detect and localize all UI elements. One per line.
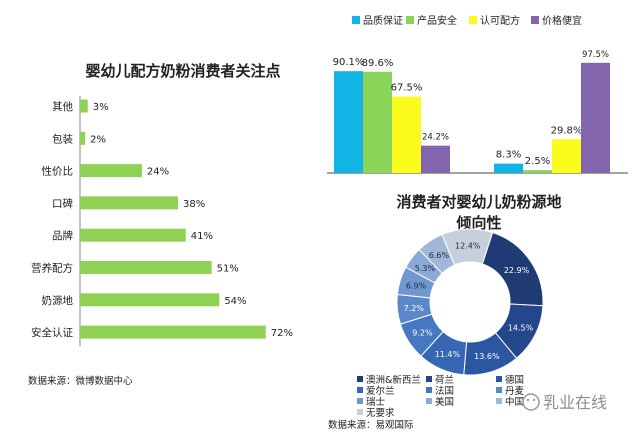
left-category-label: 口碑 (52, 197, 73, 210)
donut-title-line-2: 倾向性 (455, 214, 501, 232)
legend-swatch (406, 16, 414, 24)
donut-legend-swatch (496, 376, 502, 382)
left-value-label: 3% (93, 102, 109, 113)
left-value-label: 2% (90, 134, 106, 145)
donut-legend-label: 荷兰 (435, 374, 454, 386)
donut-slice (441, 228, 494, 266)
donut-legend-swatch (357, 376, 363, 382)
left-category-label: 奶源地 (42, 294, 74, 307)
donut-legend-label: 瑞士 (366, 396, 386, 408)
left-value-label: 72% (271, 328, 293, 339)
donut-legend-swatch (357, 398, 363, 404)
donut-legend-label: 法国 (435, 385, 454, 397)
donut-legend-label: 丹麦 (505, 385, 525, 397)
legend-label: 品质保证 (363, 14, 403, 27)
grouped-bar (421, 145, 450, 173)
donut-title-line-1: 消费者对婴幼儿奶粉源地 (396, 193, 561, 211)
grouped-chart-bars: 90.1% 8.3% 89.6% 2.5% 67.5% 29.8% 24.2% 97.5% (333, 50, 610, 174)
donut-legend-label: 无要求 (366, 407, 395, 419)
left-value-label: 24% (147, 167, 169, 178)
left-category-label: 其他 (52, 100, 73, 113)
donut-slice-label: 12.4% (455, 242, 481, 251)
wechat-icon-eye-left (526, 398, 530, 402)
grouped-bar-label: 2.5% (525, 156, 550, 167)
left-value-label: 41% (191, 231, 213, 242)
grouped-bar (494, 163, 523, 173)
left-value-label: 54% (224, 296, 246, 307)
donut-slice-label: 6.9% (406, 281, 427, 290)
donut-legend-swatch (426, 376, 432, 382)
donut-slice-label: 6.6% (429, 251, 450, 260)
grouped-bar-label: 24.2% (422, 133, 449, 143)
donut-legend-swatch (426, 398, 432, 404)
donut-chart: 22.9% 14.5% 13.6% 11.4% 9.2% 7.2% 6.9% 5.3% 6.6%… (396, 228, 544, 376)
donut-slice-label: 5.3% (415, 264, 436, 273)
grouped-bar (581, 62, 610, 174)
left-chart-title: 婴幼儿配方奶粉消费者关注点 (85, 62, 280, 80)
donut-legend-label: 澳洲&新西兰 (366, 374, 421, 386)
left-bar (80, 196, 179, 210)
donut-legend-swatch (357, 387, 363, 393)
donut-slice-label: 14.5% (508, 323, 534, 332)
donut-legend-swatch (357, 409, 363, 415)
donut-source: 数据来源：易观国际 (328, 419, 414, 431)
grouped-bar-label: 89.6% (362, 58, 394, 69)
left-bar (80, 228, 186, 242)
donut-slice-label: 13.6% (474, 352, 500, 361)
legend-label: 认可配方 (480, 14, 520, 27)
grouped-bar-label: 8.3% (496, 150, 521, 161)
left-bar (80, 293, 220, 307)
left-bar (80, 131, 86, 145)
donut-legend-label: 中国 (505, 396, 524, 408)
watermark: 乳业在线 (522, 393, 607, 412)
grouped-bar-label: 97.5% (582, 50, 609, 60)
wechat-icon-eye-right (532, 398, 536, 402)
donut-slice-label: 9.2% (412, 329, 433, 338)
grouped-bar (334, 71, 363, 173)
left-bar (80, 99, 88, 113)
left-category-label: 品牌 (52, 229, 73, 242)
donut-legend-label: 爱尔兰 (366, 385, 395, 397)
donut-legend-label: 德国 (505, 374, 524, 386)
left-value-label: 51% (217, 264, 239, 275)
donut-legend-swatch (496, 387, 502, 393)
grouped-bar (523, 170, 552, 173)
legend-swatch (469, 16, 477, 24)
legend-label: 价格便宜 (542, 14, 582, 27)
donut-slice-label: 7.2% (404, 304, 425, 313)
grouped-bar-label: 67.5% (391, 83, 423, 94)
legend-swatch (352, 16, 360, 24)
donut-slice-label: 11.4% (435, 350, 461, 359)
left-chart-source: 数据来源：微博数据中心 (28, 375, 133, 387)
grouped-bar-label: 29.8% (551, 125, 583, 136)
donut-legend-label: 美国 (435, 396, 454, 408)
donut-legend-swatch (426, 387, 432, 393)
grouped-chart-legend: 品质保证 产品安全 认可配方 价格便宜 (352, 14, 582, 27)
left-category-label: 性价比 (42, 165, 74, 178)
donut-slice-label: 22.9% (504, 266, 530, 275)
left-value-label: 38% (183, 199, 205, 210)
left-bar (80, 325, 266, 339)
grouped-bar-label: 90.1% (333, 57, 365, 68)
grouped-bar (552, 139, 581, 173)
left-category-label: 安全认证 (31, 326, 73, 339)
watermark-text: 乳业在线 (543, 393, 607, 412)
left-chart-bars: 其他 3% 包装 2% 性价比 24% 口碑 38% 品牌 41% 营养配方 51% 奶源地 54% 安全认… (31, 99, 293, 339)
grouped-bar (392, 96, 421, 173)
left-bar (80, 164, 142, 178)
legend-swatch (531, 16, 539, 24)
left-category-label: 包装 (52, 132, 73, 145)
left-category-label: 营养配方 (31, 262, 73, 275)
wechat-icon (522, 393, 540, 411)
legend-label: 产品安全 (417, 14, 457, 27)
donut-legend-swatch (496, 398, 502, 404)
left-bar (80, 261, 212, 274)
grouped-bar (363, 71, 392, 173)
